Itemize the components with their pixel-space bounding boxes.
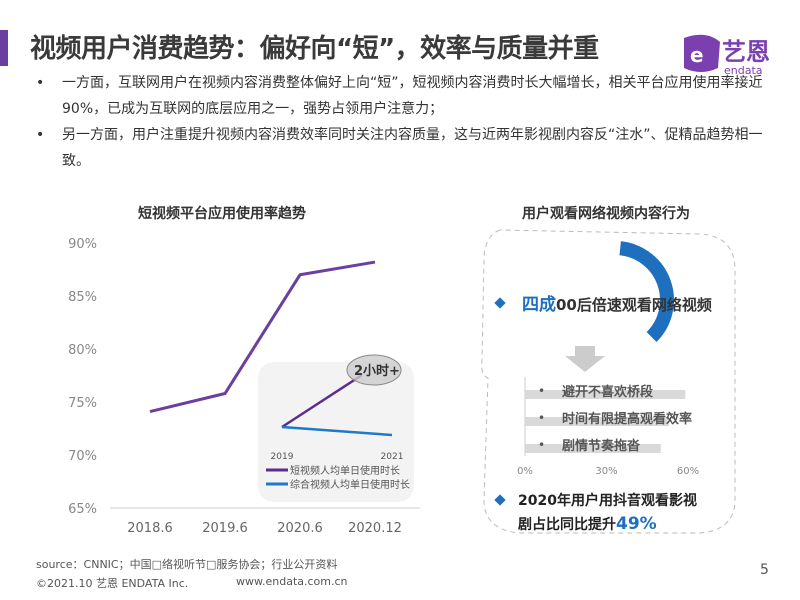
x-tick-label: 2020.6	[277, 521, 323, 536]
logo-text: 艺恩	[722, 38, 770, 66]
highlight-2-emph: 49%	[616, 514, 657, 534]
svg-text:e: e	[690, 43, 704, 67]
bullet-dot: •	[36, 75, 45, 91]
page-title: 视频用户消费趋势：偏好向“短”，效率与质量并重	[30, 34, 599, 64]
source-note: source：CNNIC；中国□络视听节□服务协会；行业公开资料	[36, 558, 338, 571]
diamond-icon	[494, 297, 506, 309]
line-chart-title: 短视频平台应用使用率趋势	[138, 206, 306, 222]
highlight-2: 2020年用户用抖音观看影视剧占比同比提升49%	[518, 490, 704, 537]
bar-label: 剧情节奏拖沓	[562, 438, 641, 454]
inset-x-label: 2019	[271, 452, 294, 462]
bar	[525, 390, 686, 399]
bar-bullet: •	[538, 438, 545, 452]
y-tick-label: 85%	[68, 290, 97, 305]
x-tick-label: 0%	[517, 466, 533, 477]
copyright: ©2021.10 艺恩 ENDATA Inc.	[36, 577, 189, 590]
x-tick-label: 2019.6	[202, 521, 248, 536]
title-accent-bar	[0, 30, 8, 66]
endata-logo: e 艺恩 endata	[676, 28, 786, 78]
bar-label: 避开不喜欢桥段	[562, 384, 653, 400]
down-arrow-icon	[565, 346, 605, 372]
page-number: 5	[760, 562, 769, 578]
inset-x-label: 2021	[381, 452, 404, 462]
usage-rate-line	[149, 260, 376, 413]
logo-sub: endata	[724, 64, 763, 77]
highlight-1-emph: 四成	[522, 294, 556, 315]
legend-label: 综合视频人均单日使用时长	[290, 478, 410, 491]
y-tick-label: 65%	[68, 502, 97, 517]
legend-label: 短视频人均单日使用时长	[290, 464, 400, 477]
bar	[525, 444, 661, 453]
line-chart: 65% 70% 75% 80% 85% 90% 2018.6 2019.6 2020.6 2020…	[68, 237, 420, 536]
bullet-text-1: 一方面，互联网用户在视频内容消费整体偏好上向“短”，短视频内容消费时长大幅增长，…	[62, 75, 763, 117]
x-tick-label: 60%	[677, 466, 699, 477]
bar	[525, 417, 669, 426]
diamond-icon	[494, 494, 506, 506]
y-tick-label: 80%	[68, 343, 97, 358]
donut-arc	[619, 241, 674, 342]
x-tick-label: 30%	[595, 466, 617, 477]
highlight-1-text: 00后倍速观看网络视频	[556, 296, 712, 314]
x-tick-label: 2018.6	[127, 521, 173, 536]
website-url: www.endata.com.cn	[236, 575, 348, 588]
inset-general-video-line	[281, 425, 393, 437]
highlight-1: 四成00后倍速观看网络视频	[522, 294, 712, 315]
annotation-bubble	[346, 354, 402, 386]
inset-short-video-line	[281, 373, 363, 429]
y-tick-label: 70%	[68, 449, 97, 464]
annotation-label: 2小时+	[354, 363, 400, 379]
y-tick-label: 90%	[68, 237, 97, 252]
bar-bullet: •	[538, 384, 545, 398]
behavior-chart-title: 用户观看网络视频内容行为	[522, 206, 690, 222]
bullet-dot: •	[36, 127, 45, 143]
behavior-chart: 四成00后倍速观看网络视频 • 避开不喜欢桥段 • 时间有限提高观看效率 • 剧情节奏拖沓 0…	[481, 229, 736, 534]
bar-bullet: •	[538, 411, 545, 425]
dashed-head-outline	[481, 229, 736, 534]
bar-label: 时间有限提高观看效率	[562, 411, 692, 427]
x-tick-label: 2020.12	[348, 521, 402, 536]
y-tick-label: 75%	[68, 396, 97, 411]
highlight-2-text: 2020年用户用抖音观看影视剧占比同比提升	[518, 493, 697, 533]
bullet-text-2: 另一方面，用户注重提升视频内容消费效率同时关注内容质量，这与近两年影视剧内容反“…	[62, 127, 763, 169]
